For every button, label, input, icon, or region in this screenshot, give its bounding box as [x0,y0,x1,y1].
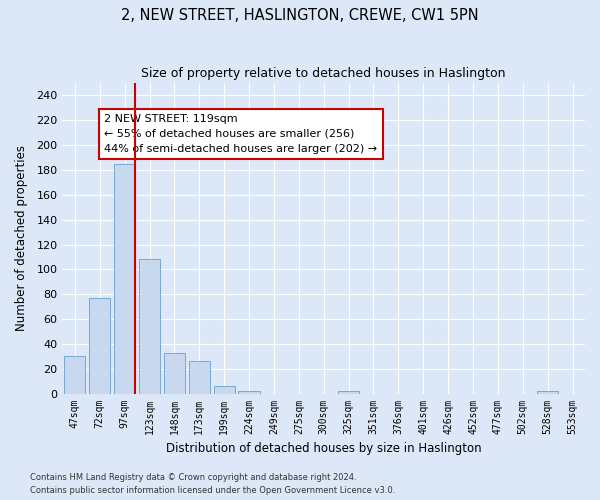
Bar [338,391,359,394]
Bar [139,260,160,394]
Bar [89,298,110,394]
Bar [189,362,210,394]
Text: 2, NEW STREET, HASLINGTON, CREWE, CW1 5PN: 2, NEW STREET, HASLINGTON, CREWE, CW1 5P… [121,8,479,22]
Bar [64,356,85,394]
X-axis label: Distribution of detached houses by size in Haslington: Distribution of detached houses by size … [166,442,482,455]
Text: 2 NEW STREET: 119sqm
← 55% of detached houses are smaller (256)
44% of semi-deta: 2 NEW STREET: 119sqm ← 55% of detached h… [104,114,377,154]
Bar [238,391,260,394]
Title: Size of property relative to detached houses in Haslington: Size of property relative to detached ho… [142,68,506,80]
Text: Contains HM Land Registry data © Crown copyright and database right 2024.
Contai: Contains HM Land Registry data © Crown c… [30,474,395,495]
Bar [164,352,185,394]
Y-axis label: Number of detached properties: Number of detached properties [15,146,28,332]
Bar [214,386,235,394]
Bar [537,391,558,394]
Bar [114,164,135,394]
